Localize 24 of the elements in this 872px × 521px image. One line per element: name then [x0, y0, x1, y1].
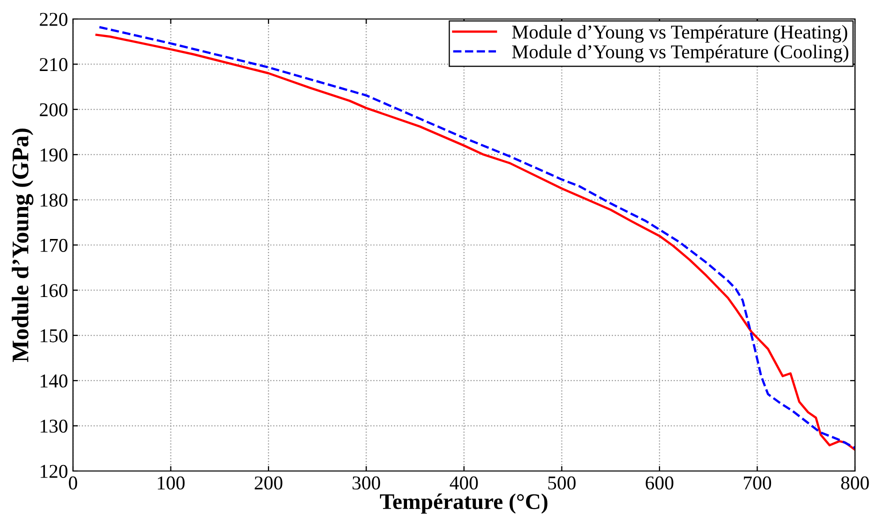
x-tick-label: 800 — [841, 476, 869, 490]
y-tick-label: 170 — [40, 238, 68, 252]
x-tick-label: 100 — [158, 476, 185, 490]
y-tick-label: 130 — [40, 420, 68, 433]
x-tick-label: 0 — [68, 476, 78, 490]
y-tick-label: 140 — [40, 374, 68, 388]
y-tick-label: 190 — [40, 148, 68, 162]
x-axis-title: Température (°C) — [380, 493, 548, 514]
y-axis-title: Module d’Young (GPa) — [12, 128, 34, 362]
x-tick-label: 500 — [548, 476, 576, 490]
y-tick-label: 120 — [40, 464, 68, 478]
y-tick-label: 200 — [40, 103, 68, 116]
x-tick-label: 200 — [254, 476, 282, 490]
x-tick-label: 600 — [646, 476, 674, 490]
y-tick-label: 180 — [40, 194, 68, 207]
x-tick-label: 300 — [352, 476, 380, 490]
y-tick-label: 220 — [40, 12, 68, 26]
y-tick-label: 210 — [40, 58, 68, 72]
legend-label: Module d’Young vs Température (Heating) — [512, 24, 848, 43]
y-tick-label: 150 — [40, 329, 68, 342]
x-tick-label: 700 — [744, 476, 772, 490]
legend-label: Module d’Young vs Température (Cooling) — [512, 44, 848, 62]
x-tick-label: 400 — [450, 476, 478, 490]
y-tick-label: 160 — [40, 284, 68, 298]
